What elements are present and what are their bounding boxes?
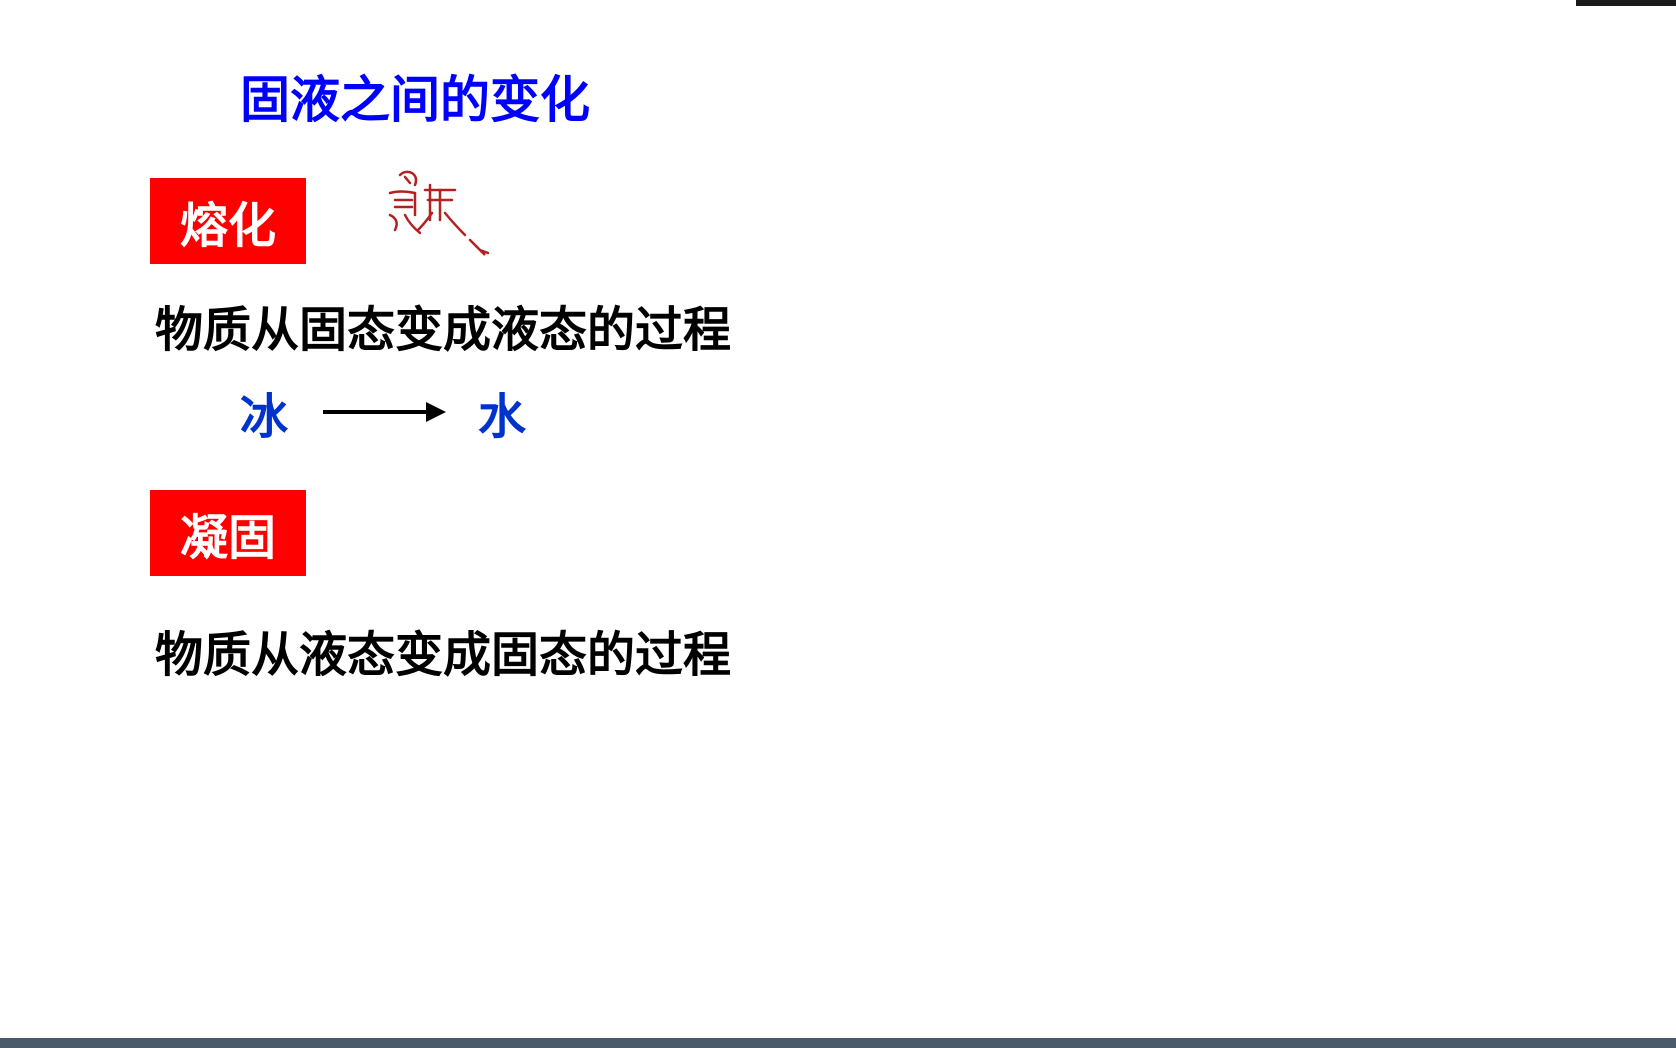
handwriting-annotation: [370, 165, 510, 275]
example-to: 水: [478, 377, 526, 447]
definition-solidification: 物质从液态变成固态的过程: [155, 615, 731, 685]
example-from: 冰: [240, 377, 288, 447]
slide-container: 固液之间的变化 熔化 物质从固态变成液态的过程 冰: [0, 0, 1676, 1048]
section-label-solidification: 凝固: [150, 490, 306, 576]
section-label-melting: 熔化: [150, 178, 306, 264]
corner-mark: [1576, 0, 1676, 6]
definition-melting: 物质从固态变成液态的过程: [155, 290, 731, 360]
example-row: 冰 水: [240, 377, 526, 447]
slide-title: 固液之间的变化: [240, 60, 590, 132]
bottom-bar: [0, 1038, 1676, 1048]
arrow-icon: [318, 392, 448, 432]
